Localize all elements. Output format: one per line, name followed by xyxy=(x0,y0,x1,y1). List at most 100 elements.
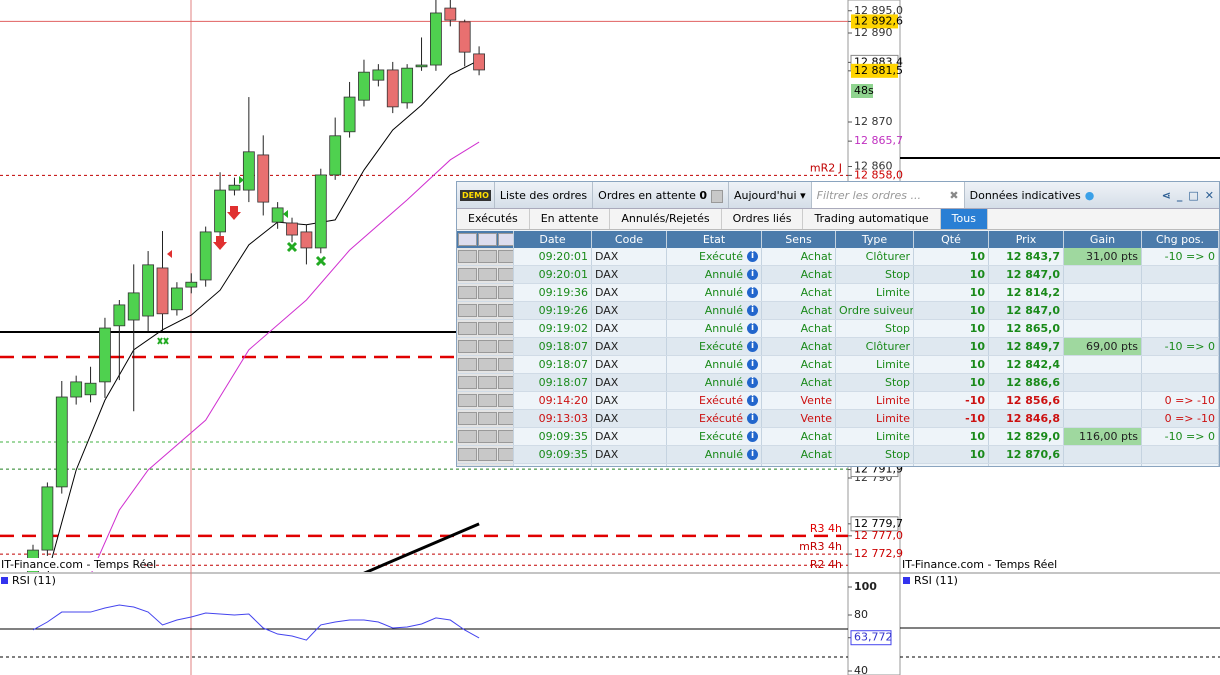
minimize[interactable]: _ xyxy=(1176,188,1183,202)
order-row[interactable]: 09:18:07 DAX Annulé i Achat Stop 10 12 886,6 xyxy=(457,374,1219,392)
cell-text: Limite xyxy=(875,286,910,299)
info-icon[interactable]: i xyxy=(747,377,758,388)
cell-etat: Annulé i xyxy=(667,374,762,391)
row-icon[interactable] xyxy=(458,394,477,407)
row-icon[interactable] xyxy=(458,286,477,299)
cell-gain xyxy=(1064,266,1142,283)
order-row[interactable]: 09:20:01 DAX Exécuté i Achat Clôturer 10 12 843… xyxy=(457,248,1219,266)
info-icon[interactable]: i xyxy=(747,395,758,406)
tab[interactable]: Trading automatique xyxy=(803,209,941,229)
order-row[interactable]: 09:19:36 DAX Annulé i Achat Limite 10 12 814,2 xyxy=(457,284,1219,302)
tab[interactable]: Ordres liés xyxy=(722,209,804,229)
order-row[interactable]: 09:18:07 DAX Annulé i Achat Limite 10 12 842,4 xyxy=(457,356,1219,374)
order-row[interactable]: 09:18:07 DAX Exécuté i Achat Clôturer 10 12 849… xyxy=(457,338,1219,356)
row-icon[interactable] xyxy=(458,448,477,461)
row-icon[interactable] xyxy=(458,250,477,263)
tab[interactable]: Tous xyxy=(940,209,988,229)
orders-title[interactable]: Liste des ordres xyxy=(495,182,594,208)
row-icon[interactable] xyxy=(498,466,514,467)
row-icon[interactable] xyxy=(498,286,513,299)
row-icon[interactable] xyxy=(478,304,497,317)
window-controls[interactable]: ⋖ _ □ ✕ xyxy=(1157,182,1219,208)
close[interactable]: ✕ xyxy=(1204,188,1214,202)
info-icon[interactable]: i xyxy=(747,341,758,352)
maximize[interactable]: □ xyxy=(1188,188,1199,202)
row-icon[interactable] xyxy=(498,394,513,407)
cell-text: 10 xyxy=(969,340,985,353)
cell-date: 09:19:26 xyxy=(514,302,592,319)
column-header[interactable]: Chg pos. xyxy=(1142,231,1219,248)
column-header[interactable]: Etat xyxy=(667,231,762,248)
row-icon[interactable] xyxy=(498,340,513,353)
row-icon[interactable] xyxy=(458,322,477,335)
row-icon[interactable] xyxy=(458,358,477,371)
period-dropdown[interactable]: Aujourd'hui ▾ xyxy=(729,182,812,208)
row-icon[interactable] xyxy=(458,304,477,317)
row-icon[interactable] xyxy=(458,412,477,425)
row-icon[interactable] xyxy=(478,376,497,389)
column-header[interactable]: Sens xyxy=(762,231,836,248)
row-icon[interactable] xyxy=(478,430,497,443)
info-icon[interactable]: i xyxy=(747,269,758,280)
info-icon[interactable]: i xyxy=(747,431,758,442)
cell-type: Limite xyxy=(836,284,914,301)
order-row[interactable]: 09:19:26 DAX Annulé i Achat Ordre suiveur 10 12… xyxy=(457,302,1219,320)
row-icon[interactable] xyxy=(478,394,497,407)
order-row[interactable]: 09:20:01 DAX Annulé i Achat Stop 10 12 847,0 xyxy=(457,266,1219,284)
row-icon[interactable] xyxy=(478,466,497,467)
row-icon[interactable] xyxy=(498,322,513,335)
info-icon[interactable]: i xyxy=(747,449,758,460)
filter-input[interactable]: Filtrer les ordres ... ✖ xyxy=(811,182,965,208)
row-icon[interactable] xyxy=(478,286,497,299)
price-label: 12 860 xyxy=(854,160,893,173)
pending-orders[interactable]: Ordres en attente 0 xyxy=(593,182,729,208)
order-row[interactable]: 09:14:20 DAX Exécuté i Vente Limite -10 12 856,… xyxy=(457,392,1219,410)
column-header[interactable]: Prix xyxy=(989,231,1064,248)
column-header[interactable]: Date xyxy=(514,231,592,248)
pending-count: 0 xyxy=(699,188,707,202)
row-icon[interactable] xyxy=(498,448,513,461)
row-icon[interactable] xyxy=(478,340,497,353)
info-icon[interactable]: i xyxy=(747,251,758,262)
row-icon[interactable] xyxy=(458,340,477,353)
row-icon[interactable] xyxy=(498,376,513,389)
info-icon[interactable]: i xyxy=(747,323,758,334)
order-row[interactable]: 09:09:35 DAX Exécuté i Achat Limite 10 12 829,0… xyxy=(457,428,1219,446)
info-icon[interactable]: i xyxy=(747,413,758,424)
row-icon[interactable] xyxy=(458,466,477,467)
tab[interactable]: Exécutés xyxy=(457,209,530,229)
row-icon[interactable] xyxy=(498,358,513,371)
row-icon[interactable] xyxy=(478,412,497,425)
share-icon[interactable]: ⋖ xyxy=(1161,188,1171,202)
row-icon[interactable] xyxy=(458,268,477,281)
row-icon[interactable] xyxy=(498,412,513,425)
cell-text: 09:09:35 xyxy=(538,430,588,443)
tab[interactable]: Annulés/Rejetés xyxy=(610,209,722,229)
cell-date: 09:19:36 xyxy=(514,284,592,301)
row-icon[interactable] xyxy=(458,430,477,443)
column-header[interactable]: Code xyxy=(592,231,667,248)
info-icon[interactable]: i xyxy=(747,287,758,298)
row-icon[interactable] xyxy=(478,322,497,335)
row-icon[interactable] xyxy=(498,430,513,443)
info-icon[interactable]: i xyxy=(747,305,758,316)
order-row[interactable]: 09:19:02 DAX Annulé i Achat Stop 10 12 865,0 xyxy=(457,320,1219,338)
row-icon[interactable] xyxy=(478,358,497,371)
tab[interactable]: En attente xyxy=(530,209,611,229)
row-icon[interactable] xyxy=(478,448,497,461)
row-icon[interactable] xyxy=(458,376,477,389)
row-icon[interactable] xyxy=(498,268,513,281)
row-icon[interactable] xyxy=(478,268,497,281)
order-row[interactable]: 09:09:35 DAX Annulé i Achat Stop 10 12 870,6 xyxy=(457,446,1219,464)
column-header[interactable]: Gain xyxy=(1064,231,1142,248)
column-header[interactable]: Qté xyxy=(914,231,989,248)
cell-text: Vente xyxy=(800,394,833,407)
row-icon[interactable] xyxy=(478,250,497,263)
clear-icon[interactable]: ✖ xyxy=(949,188,959,202)
row-icon[interactable] xyxy=(498,250,513,263)
info-icon[interactable]: i xyxy=(747,359,758,370)
order-row[interactable]: 09:13:03 DAX Exécuté i Vente Limite -10 12 846,… xyxy=(457,410,1219,428)
row-icon[interactable] xyxy=(498,304,513,317)
column-header[interactable]: Type xyxy=(836,231,914,248)
